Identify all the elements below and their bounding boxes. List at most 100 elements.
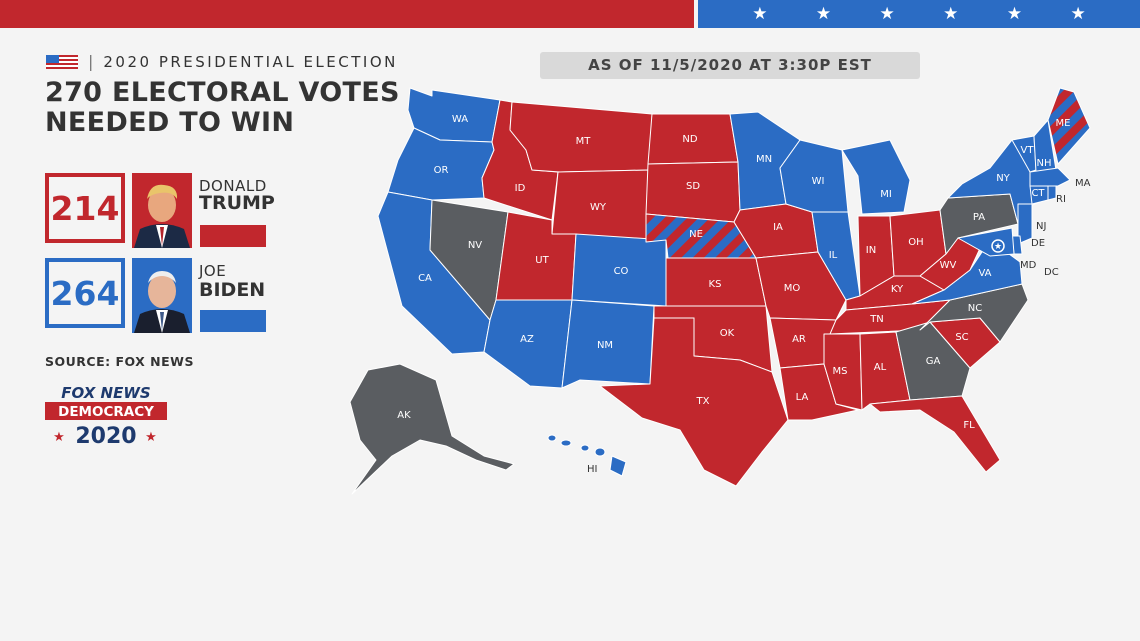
trump-portrait-icon — [132, 173, 192, 248]
label-wv: WV — [940, 260, 957, 271]
label-va: VA — [978, 268, 991, 279]
star-icon: ★ — [943, 4, 959, 24]
label-or: OR — [434, 165, 449, 176]
state-ri — [1047, 185, 1057, 201]
svg-text:★: ★ — [145, 430, 157, 445]
label-ar: AR — [792, 334, 806, 345]
star-icon: ★ — [1070, 4, 1086, 24]
label-mo: MO — [784, 283, 801, 294]
label-md: MD — [1020, 260, 1037, 271]
label-pa: PA — [973, 212, 985, 223]
page-title: 270 ELECTORAL VOTES NEEDED TO WIN — [45, 78, 400, 138]
label-co: CO — [614, 266, 629, 277]
label-de: DE — [1031, 238, 1045, 249]
label-ut: UT — [535, 255, 549, 266]
biden-last-name: BIDEN — [199, 279, 266, 301]
top-bar-red — [0, 0, 694, 28]
fox-news-democracy-logo: FOX NEWS DEMOCRACY ★ 2020 ★ — [45, 384, 167, 448]
label-sd: SD — [686, 181, 700, 192]
label-ca: CA — [418, 273, 432, 284]
biden-portrait-icon — [132, 258, 192, 333]
state-fl — [869, 395, 1001, 473]
top-bar-stars: ★ ★ ★ ★ ★ ★ — [698, 0, 1140, 28]
state-ms — [823, 333, 863, 411]
label-mi: MI — [880, 189, 892, 200]
dc-star-icon: ★ — [994, 242, 1002, 252]
trump-last-name: TRUMP — [199, 192, 275, 214]
state-nj — [1017, 203, 1033, 245]
label-tn: TN — [869, 314, 884, 325]
trump-color-swatch — [200, 225, 266, 247]
label-dc: DC — [1044, 267, 1059, 278]
header-separator: | — [88, 52, 94, 71]
state-ak — [349, 363, 515, 495]
svg-text:★: ★ — [53, 430, 65, 445]
section-header: | 2020 PRESIDENTIAL ELECTION — [46, 52, 398, 71]
title-line-1: 270 ELECTORAL VOTES — [45, 77, 400, 108]
label-ms: MS — [833, 366, 848, 377]
label-wa: WA — [452, 114, 468, 125]
state-mi — [841, 139, 911, 215]
label-hi: HI — [587, 464, 597, 475]
label-wy: WY — [590, 202, 607, 213]
label-nh: NH — [1037, 158, 1052, 169]
title-line-2: NEEDED TO WIN — [45, 107, 295, 138]
label-ga: GA — [926, 356, 941, 367]
state-me — [1047, 87, 1091, 165]
logo-line-1: FOX NEWS — [61, 384, 150, 402]
us-flag-icon — [46, 54, 78, 69]
star-icon: ★ — [752, 4, 768, 24]
label-oh: OH — [908, 237, 923, 248]
state-nm — [561, 299, 655, 389]
source-credit: SOURCE: FOX NEWS — [45, 354, 194, 369]
star-icon: ★ — [1006, 4, 1023, 24]
biden-first-name: JOE — [199, 262, 227, 280]
biden-portrait — [132, 258, 192, 333]
label-ct: CT — [1031, 188, 1045, 199]
label-ok: OK — [720, 328, 735, 339]
electoral-map: ★ WA OR CA NV ID MT WY UT CO AZ NM ND SD… — [349, 87, 1091, 495]
dc-marker — [991, 239, 1005, 253]
top-bar-blue — [698, 0, 1140, 28]
biden-electoral-votes: 264 — [45, 258, 125, 328]
label-ri: RI — [1056, 194, 1066, 205]
star-icon: ★ — [815, 4, 832, 24]
label-me: ME — [1056, 118, 1071, 129]
label-vt: VT — [1021, 145, 1035, 156]
label-ia: IA — [773, 222, 783, 233]
label-tx: TX — [696, 396, 710, 407]
label-sc: SC — [955, 332, 968, 343]
trump-electoral-votes: 214 — [45, 173, 125, 243]
logo-line-2: DEMOCRACY — [58, 404, 154, 420]
state-ga — [895, 321, 971, 401]
section-title: 2020 PRESIDENTIAL ELECTION — [103, 52, 398, 71]
label-nm: NM — [597, 340, 613, 351]
label-nc: NC — [968, 303, 982, 314]
star-icon: ★ — [879, 4, 895, 24]
logo-line-3: 2020 — [75, 424, 136, 448]
label-nj: NJ — [1036, 221, 1046, 232]
as-of-timestamp: AS OF 11/5/2020 AT 3:30P EST — [540, 52, 920, 79]
label-ne: NE — [689, 229, 703, 240]
label-wi: WI — [812, 176, 825, 187]
trump-portrait — [132, 173, 192, 248]
label-nd: ND — [682, 134, 697, 145]
label-al: AL — [874, 362, 887, 373]
label-in: IN — [866, 245, 876, 256]
label-mt: MT — [576, 136, 592, 147]
label-fl: FL — [963, 420, 975, 431]
label-ky: KY — [891, 284, 904, 295]
label-id: ID — [515, 183, 526, 194]
biden-color-swatch — [200, 310, 266, 332]
label-ak: AK — [397, 410, 411, 421]
trump-first-name: DONALD — [199, 177, 267, 195]
label-il: IL — [829, 250, 838, 261]
label-mn: MN — [756, 154, 772, 165]
label-ma: MA — [1075, 178, 1091, 189]
label-az: AZ — [520, 334, 534, 345]
state-ma — [1029, 167, 1071, 187]
state-sd — [645, 161, 741, 223]
label-ny: NY — [996, 173, 1010, 184]
label-la: LA — [796, 392, 809, 403]
label-ks: KS — [709, 279, 722, 290]
